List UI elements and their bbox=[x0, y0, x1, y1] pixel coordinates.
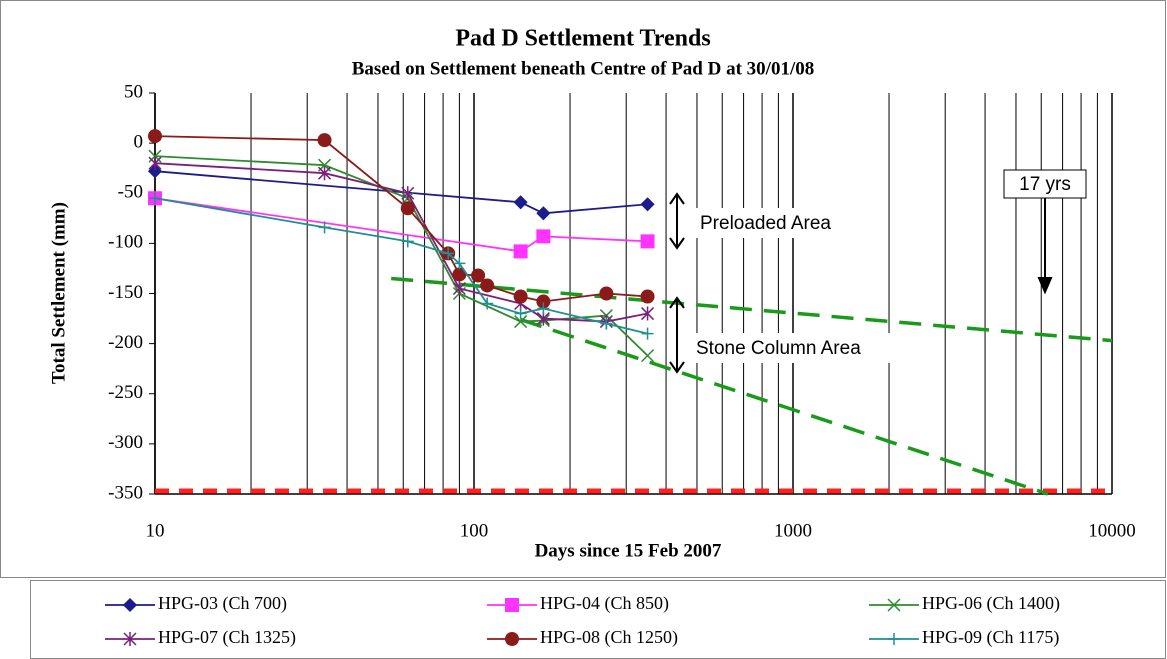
marker bbox=[599, 286, 614, 301]
marker bbox=[147, 164, 163, 179]
y-tick-label: -150 bbox=[108, 282, 143, 303]
marker bbox=[514, 307, 527, 320]
annotation-box bbox=[1003, 169, 1087, 199]
marker bbox=[505, 632, 519, 646]
marker bbox=[480, 278, 495, 293]
marker bbox=[513, 289, 528, 304]
annotation: Preloaded Area bbox=[700, 213, 831, 234]
marker bbox=[640, 234, 655, 249]
legend-label: HPG-03 (Ch 700) bbox=[158, 593, 287, 614]
marker bbox=[318, 166, 332, 181]
grid bbox=[149, 92, 1113, 496]
y-tick-label: -200 bbox=[108, 332, 143, 353]
x-tick-label: 1000 bbox=[774, 520, 812, 541]
marker bbox=[148, 129, 162, 144]
y-tick-label: -100 bbox=[108, 232, 143, 253]
marker bbox=[888, 633, 900, 645]
legend-label: HPG-04 (Ch 850) bbox=[540, 593, 669, 614]
annotation-bg bbox=[692, 208, 870, 238]
marker bbox=[513, 244, 528, 259]
annotation-bg bbox=[690, 333, 922, 363]
marker bbox=[600, 317, 613, 330]
marker bbox=[536, 294, 551, 309]
marker bbox=[400, 201, 415, 216]
y-tick-label: -300 bbox=[108, 432, 143, 453]
marker bbox=[317, 133, 332, 148]
marker bbox=[640, 289, 655, 304]
chart-border bbox=[0, 0, 1166, 578]
series-line bbox=[154, 155, 649, 357]
marker bbox=[149, 192, 161, 205]
legend-label: HPG-08 (Ch 1250) bbox=[540, 627, 678, 648]
x-tick-label: 10 bbox=[146, 520, 165, 541]
marker bbox=[148, 156, 162, 171]
x-tick-label: 10000 bbox=[1088, 520, 1136, 541]
series-line bbox=[154, 197, 648, 335]
marker bbox=[505, 598, 519, 612]
marker bbox=[537, 302, 550, 315]
chart-title: Pad D Settlement Trends bbox=[455, 26, 710, 52]
marker bbox=[401, 186, 415, 201]
marker bbox=[318, 221, 331, 234]
y-tick-label: -350 bbox=[108, 482, 143, 503]
marker bbox=[536, 206, 551, 221]
annotation-arrows bbox=[669, 192, 1053, 374]
y-tick-label: 50 bbox=[124, 81, 143, 102]
marker bbox=[401, 235, 414, 248]
marker bbox=[513, 195, 528, 210]
series-line bbox=[154, 197, 648, 253]
x-axis-label: Days since 15 Feb 2007 bbox=[535, 540, 722, 561]
chart-subtitle: Based on Settlement beneath Centre of Pa… bbox=[352, 58, 814, 79]
marker bbox=[471, 268, 486, 283]
x-tick-label: 100 bbox=[460, 520, 489, 541]
y-tick-label: -50 bbox=[118, 182, 143, 203]
legend-label: HPG-09 (Ch 1175) bbox=[922, 627, 1059, 648]
marker bbox=[481, 297, 494, 310]
annotation: Stone Column Area bbox=[696, 338, 861, 359]
series-line bbox=[154, 170, 648, 215]
y-tick-label: -250 bbox=[108, 382, 143, 403]
marker bbox=[452, 267, 467, 282]
marker bbox=[442, 247, 455, 260]
marker bbox=[453, 257, 466, 270]
trend-line bbox=[520, 317, 1049, 496]
marker bbox=[536, 229, 551, 244]
annotation: 17 yrs bbox=[1019, 174, 1071, 195]
marker bbox=[641, 327, 654, 340]
marker bbox=[887, 598, 901, 612]
marker bbox=[452, 281, 466, 296]
y-axis-label: Total Settlement (mm) bbox=[48, 202, 69, 384]
y-tick-label: 0 bbox=[134, 131, 144, 152]
legend-label: HPG-06 (Ch 1400) bbox=[922, 593, 1060, 614]
marker bbox=[640, 197, 655, 212]
marker bbox=[641, 349, 655, 363]
marker bbox=[514, 315, 528, 329]
marker bbox=[123, 632, 137, 646]
marker bbox=[641, 306, 655, 321]
marker bbox=[122, 597, 138, 613]
legend-label: HPG-07 (Ch 1325) bbox=[158, 627, 296, 648]
trend-line bbox=[391, 276, 1113, 343]
